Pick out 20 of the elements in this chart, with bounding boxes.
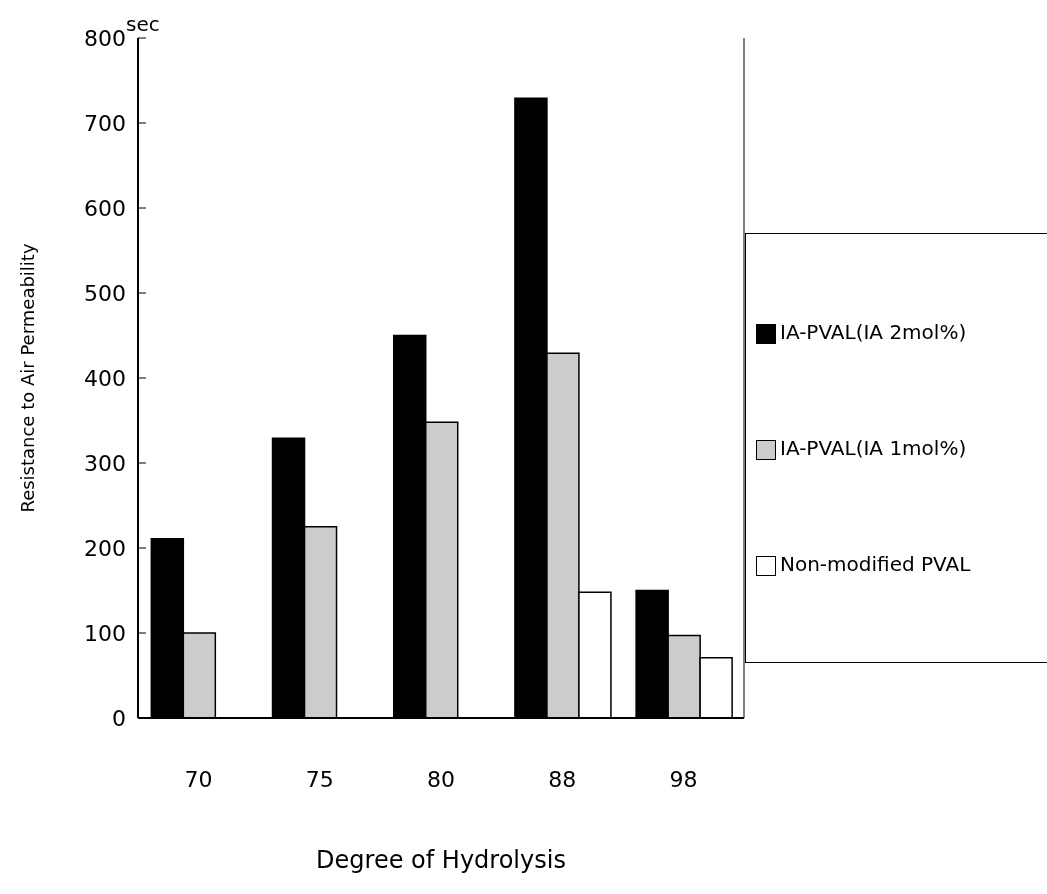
y-tick-label: 800 <box>84 25 126 51</box>
y-tick-label: 400 <box>84 365 126 391</box>
y-tick-label: 100 <box>84 620 126 646</box>
x-tick-label: 70 <box>184 766 213 792</box>
x-tick-label: 75 <box>305 766 334 792</box>
y-tick-label: 300 <box>84 450 126 476</box>
legend-label: Non-modified PVAL <box>780 552 971 576</box>
y-tick-label: 700 <box>84 110 126 136</box>
y-tick-label: 0 <box>112 705 126 731</box>
text: sec <box>126 12 160 36</box>
y-tick-label: 600 <box>84 195 126 221</box>
x-axis-title: Degree of Hydrolysis <box>316 846 566 874</box>
y-tick-label: 500 <box>84 280 126 306</box>
x-tick-label: 80 <box>427 766 455 792</box>
legend-label: IA-PVAL(IA 1mol%) <box>780 436 967 460</box>
y-tick-label: 200 <box>84 535 126 561</box>
x-tick-label: 88 <box>548 766 577 792</box>
legend-label: IA-PVAL(IA 2mol%) <box>780 320 967 344</box>
x-tick-label: 98 <box>669 766 698 792</box>
y-axis-title: Resistance to Air Permeability <box>17 243 39 513</box>
